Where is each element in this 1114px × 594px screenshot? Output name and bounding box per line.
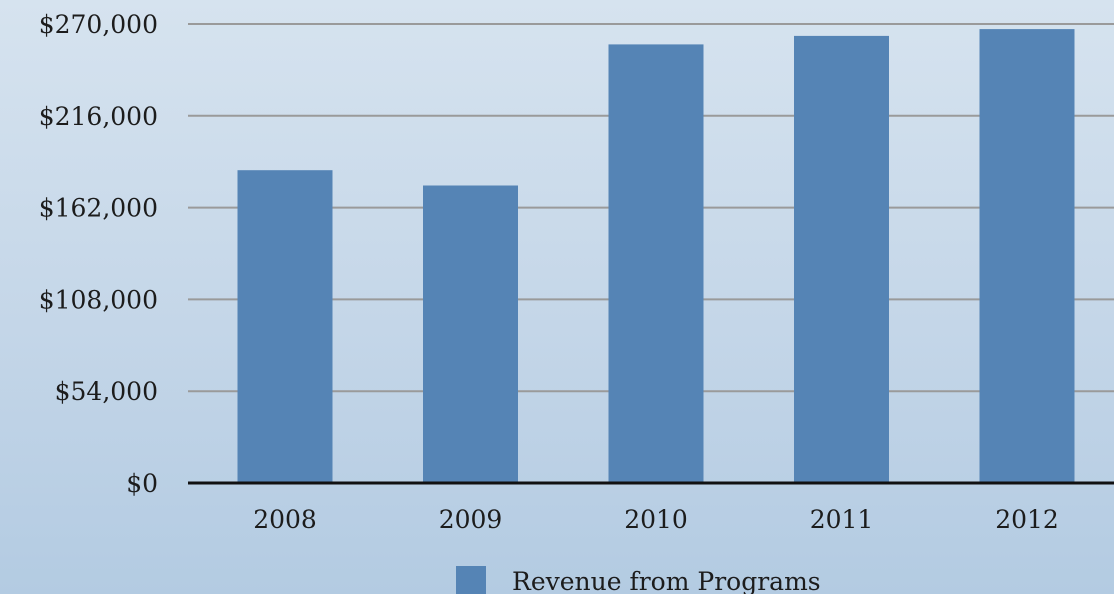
bar bbox=[979, 29, 1075, 483]
legend: Revenue from Programs bbox=[456, 566, 821, 594]
x-tick-label: 2012 bbox=[995, 505, 1059, 534]
y-tick-labels: $0 $54,000 $108,000 $162,000 $216,000 $270,00… bbox=[39, 10, 158, 498]
legend-label: Revenue from Programs bbox=[512, 567, 821, 594]
bar bbox=[237, 170, 333, 483]
bar bbox=[794, 35, 889, 484]
bar bbox=[423, 185, 518, 483]
x-tick-label: 2011 bbox=[810, 505, 874, 534]
y-tick-label: $54,000 bbox=[55, 377, 158, 406]
bars bbox=[237, 29, 1075, 484]
y-tick-label: $162,000 bbox=[39, 194, 158, 223]
x-tick-labels: 2008 2009 2010 2011 2012 bbox=[253, 505, 1059, 534]
y-tick-label: $270,000 bbox=[39, 10, 158, 39]
y-tick-label: $108,000 bbox=[39, 285, 158, 314]
y-tick-label: $216,000 bbox=[39, 102, 158, 131]
legend-swatch bbox=[456, 566, 486, 594]
x-tick-label: 2008 bbox=[253, 505, 317, 534]
x-tick-label: 2009 bbox=[439, 505, 503, 534]
bar bbox=[608, 44, 704, 484]
y-tick-label: $0 bbox=[126, 469, 158, 498]
x-tick-label: 2010 bbox=[624, 505, 688, 534]
